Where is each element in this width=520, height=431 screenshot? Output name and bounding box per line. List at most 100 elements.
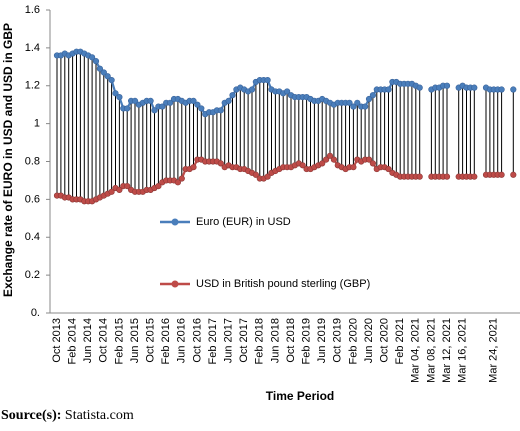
y-tick-label: 0.6 (25, 193, 40, 205)
x-tick-label: Feb 2016 (160, 318, 172, 364)
point (264, 76, 271, 84)
x-tick-label: Feb 2017 (207, 318, 219, 364)
point (108, 188, 115, 195)
x-tick-label: Jun 2019 (316, 318, 328, 363)
point (174, 179, 181, 186)
point (346, 99, 353, 106)
y-axis-label: Exchange rate of EURO in USD and USD in … (1, 23, 15, 297)
point (190, 97, 197, 104)
x-tick-label: Oct 2017 (238, 318, 250, 363)
point (88, 54, 96, 61)
point (323, 156, 330, 163)
point (100, 69, 107, 76)
point (365, 156, 373, 163)
x-tick-label: Oct 2018 (285, 318, 297, 363)
x-tick-label: Jun 2020 (363, 318, 375, 363)
point (362, 103, 369, 110)
x-tick-label: Oct 2015 (145, 318, 157, 363)
x-tick-label: Feb 2014 (67, 318, 79, 364)
point (108, 76, 115, 84)
point (365, 95, 373, 103)
legend-label: USD in British pound sterling (GBP) (196, 278, 370, 290)
x-axis-label: Time Period (266, 389, 334, 403)
point (229, 92, 236, 99)
point (112, 90, 119, 97)
point (116, 186, 123, 194)
x-tick-label: Oct 2020 (379, 318, 391, 363)
point (248, 86, 256, 93)
legend-marker (171, 218, 179, 226)
x-tick-label: Oct 2013 (51, 318, 63, 363)
x-tick-label: Oct 2019 (332, 318, 344, 363)
point (385, 86, 392, 93)
point (147, 97, 154, 104)
point (284, 88, 291, 95)
point (319, 160, 326, 167)
y-tick-label: 0. (31, 307, 40, 319)
point (178, 175, 185, 182)
point (350, 164, 357, 171)
point (217, 160, 224, 167)
point (416, 173, 423, 180)
point (498, 86, 505, 93)
point (104, 73, 111, 80)
x-tick-label: Mar 16, 2021 (457, 318, 469, 383)
point (350, 103, 357, 110)
point (96, 65, 103, 72)
source-text: Statista.com (65, 408, 134, 423)
source-label: Source(s): (1, 408, 61, 423)
x-tick-label: Feb 2018 (254, 318, 266, 364)
x-tick-label: Oct 2014 (98, 318, 110, 363)
x-tick-label: Jun 2014 (82, 318, 94, 363)
point (471, 173, 478, 180)
y-tick-label: 1.2 (25, 80, 40, 92)
point (416, 84, 423, 91)
x-tick-label: Feb 2020 (347, 318, 359, 364)
point (252, 171, 259, 178)
point (159, 103, 166, 110)
source: Source(s): Statista.com (1, 408, 134, 423)
y-tick-label: 1.6 (25, 4, 40, 16)
point (354, 99, 361, 106)
y-tick-label: 0.2 (25, 269, 40, 281)
y-tick-label: 1.4 (25, 42, 40, 54)
point (194, 101, 201, 108)
x-tick-label: Mar 08, 2021 (425, 318, 437, 383)
point (385, 165, 392, 173)
point (326, 152, 334, 159)
point (369, 92, 377, 99)
point (190, 164, 197, 171)
point (116, 94, 123, 101)
point (155, 183, 162, 190)
point (369, 160, 377, 167)
x-tick-label: Oct 2016 (191, 318, 203, 363)
point (510, 171, 517, 178)
point (498, 171, 505, 178)
point (198, 105, 205, 112)
x-tick-label: Mar 12, 2021 (441, 318, 453, 383)
point (330, 156, 338, 163)
point (264, 173, 271, 180)
y-tick-label: 0.8 (25, 155, 40, 167)
point (124, 183, 131, 190)
x-tick-label: Feb 2019 (301, 318, 313, 364)
point (471, 84, 478, 91)
point (131, 97, 139, 104)
point (217, 107, 224, 114)
point (510, 86, 517, 93)
point (443, 82, 451, 89)
y-tick-label: 1 (34, 118, 40, 130)
x-tick-label: Feb 2015 (113, 318, 125, 364)
point (443, 173, 451, 180)
x-tick-label: Feb 2021 (394, 318, 406, 364)
x-tick-label: Mar 24, 2021 (488, 318, 500, 383)
point (151, 107, 158, 114)
x-tick-label: Mar 04, 2021 (410, 318, 422, 383)
x-tick-label: Jun 2016 (176, 318, 188, 363)
y-tick-label: 0.4 (25, 231, 40, 243)
point (225, 97, 232, 104)
legend-label: Euro (EUR) in USD (196, 216, 291, 228)
point (124, 105, 131, 112)
